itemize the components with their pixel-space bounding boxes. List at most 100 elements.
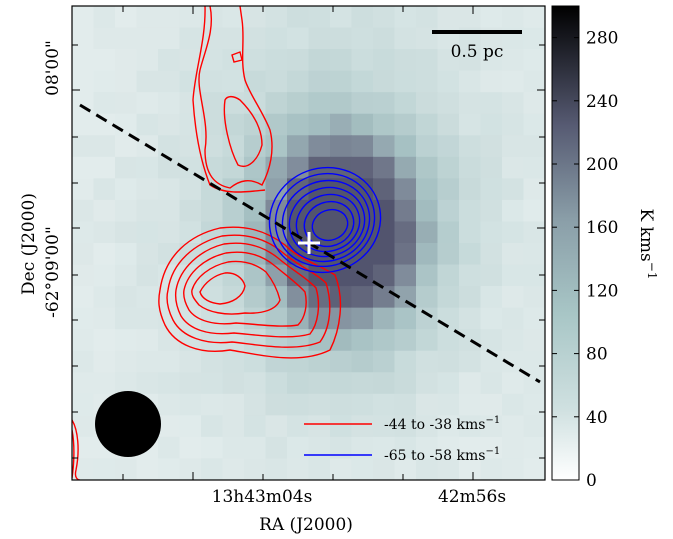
heatmap-cell xyxy=(394,178,417,201)
heatmap-cell xyxy=(459,92,481,115)
heatmap-cell xyxy=(158,199,180,222)
heatmap-cell xyxy=(373,199,395,222)
heatmap-cell xyxy=(158,243,180,266)
heatmap-cell xyxy=(459,135,481,158)
heatmap-cell xyxy=(308,307,331,330)
heatmap-cell xyxy=(502,286,524,309)
heatmap-cell xyxy=(201,49,223,72)
heatmap-cell xyxy=(158,156,180,179)
heatmap-cell xyxy=(287,329,309,352)
heatmap-cell xyxy=(351,436,374,459)
heatmap-cell xyxy=(523,329,545,352)
heatmap-cell xyxy=(502,372,524,395)
heatmap-cell xyxy=(222,329,245,352)
heatmap-cell xyxy=(179,243,202,266)
heatmap-cell xyxy=(136,70,159,93)
heatmap-cell xyxy=(437,458,460,480)
heatmap-cell xyxy=(330,329,352,352)
heatmap-cell xyxy=(72,393,94,416)
heatmap-cell xyxy=(244,70,266,93)
heatmap-cell xyxy=(136,27,159,50)
heatmap-cell xyxy=(179,6,202,29)
heatmap-cell xyxy=(351,156,374,179)
image-panel: 0.5 pc -44 to -38 kms−1 -65 to -58 kms−1 xyxy=(19,5,546,535)
heatmap-cell xyxy=(115,264,137,287)
heatmap-cell xyxy=(502,92,524,115)
heatmap-cell xyxy=(502,199,524,222)
red-contour-south-1 xyxy=(158,226,342,359)
red-contour-south-6 xyxy=(199,272,246,305)
heatmap-cell xyxy=(330,6,352,29)
red-contour-south-2 xyxy=(166,234,331,348)
blue-contour-3 xyxy=(281,179,371,263)
heatmap-cell xyxy=(244,221,266,244)
heatmap-cell xyxy=(115,178,137,201)
red-contours xyxy=(72,6,342,480)
heatmap-cell xyxy=(265,113,288,136)
heatmap-cell xyxy=(480,70,503,93)
heatmap-cell xyxy=(72,113,94,136)
heatmap-cell xyxy=(459,393,481,416)
heatmap-cell xyxy=(502,264,524,287)
heatmap-cell xyxy=(416,350,438,373)
heatmap-cell xyxy=(222,415,245,438)
y-tick-label-2: -62°09'00" xyxy=(43,226,63,318)
heatmap-cell xyxy=(502,178,524,201)
heatmap-cell xyxy=(287,372,309,395)
heatmap-cell xyxy=(158,458,180,480)
heatmap-cell xyxy=(523,436,545,459)
heatmap-cell xyxy=(523,135,545,158)
heatmap-cell xyxy=(244,6,266,29)
heatmap-cell xyxy=(93,70,116,93)
heatmap-cell xyxy=(222,92,245,115)
heatmap-cell xyxy=(222,286,245,309)
heatmap-cell xyxy=(437,221,460,244)
heatmap-cell xyxy=(394,415,417,438)
heatmap-cell xyxy=(394,70,417,93)
heatmap-cell xyxy=(330,135,352,158)
heatmap-cell xyxy=(93,6,116,29)
heatmap-cell xyxy=(72,135,94,158)
colorbar-tick-label: 280 xyxy=(586,29,618,49)
heatmap-cell xyxy=(502,393,524,416)
heatmap-cell xyxy=(308,415,331,438)
heatmap-cell xyxy=(330,264,352,287)
heatmap-cell xyxy=(93,329,116,352)
blue-contour-4 xyxy=(288,186,366,258)
heatmap-cell xyxy=(480,156,503,179)
heatmap-cell xyxy=(351,49,374,72)
heatmap-cell xyxy=(115,350,137,373)
heatmap-cell xyxy=(523,286,545,309)
heatmap-cell xyxy=(459,307,481,330)
heatmap-cell xyxy=(222,70,245,93)
heatmap-cell xyxy=(523,415,545,438)
heatmap-cell xyxy=(287,286,309,309)
heatmap-cell xyxy=(115,135,137,158)
legend: -44 to -38 kms−1 -65 to -58 kms−1 xyxy=(304,415,500,464)
heatmap-cell xyxy=(136,350,159,373)
heatmap-cell xyxy=(373,307,395,330)
heatmap-cell xyxy=(416,92,438,115)
heatmap-cell xyxy=(351,329,374,352)
heatmap-cell xyxy=(72,264,94,287)
colorbar: 0 40 80 120 160 200 240 280 K kms−1 xyxy=(551,5,659,491)
heatmap-cell xyxy=(502,329,524,352)
heatmap-cell xyxy=(201,27,223,50)
heatmap-cell xyxy=(308,199,331,222)
heatmap-cell xyxy=(244,243,266,266)
heatmap-cell xyxy=(244,199,266,222)
heatmap-cell xyxy=(136,6,159,29)
heatmap-cell xyxy=(394,92,417,115)
heatmap-cell xyxy=(308,243,331,266)
heatmap-cell xyxy=(373,70,395,93)
heatmap-cell xyxy=(115,113,137,136)
heatmap-cell xyxy=(523,178,545,201)
heatmap-cell xyxy=(244,156,266,179)
heatmap-cell xyxy=(72,307,94,330)
heatmap-cell xyxy=(394,156,417,179)
heatmap-cell xyxy=(308,135,331,158)
heatmap-cell xyxy=(201,458,223,480)
heatmap-cell xyxy=(93,199,116,222)
heatmap-cell xyxy=(480,49,503,72)
heatmap-cell xyxy=(437,415,460,438)
